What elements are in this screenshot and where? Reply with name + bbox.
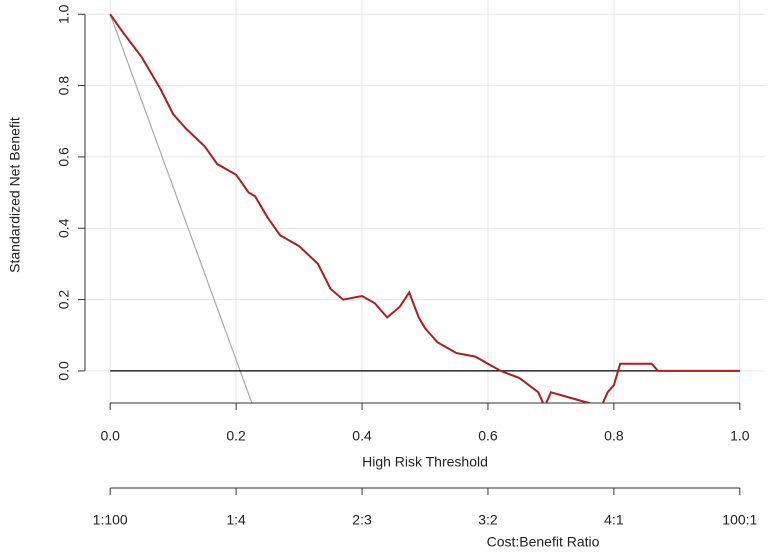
y-tick-label: 0.2 [56,290,72,310]
x2-tick-label: 1:4 [226,512,246,528]
x-tick-label: 0.2 [226,428,246,444]
x-tick-label: 0.4 [352,428,372,444]
x-tick-label: 0.0 [100,428,120,444]
y-tick-label: 0.4 [56,218,72,238]
y-tick-label: 1.0 [56,4,72,24]
y-tick-label: 0.6 [56,147,72,167]
x2-tick-label: 2:3 [352,512,372,528]
x-tick-label: 1.0 [730,428,750,444]
y-tick-label: 0.0 [56,361,72,381]
x-tick-label: 0.6 [478,428,498,444]
y-axis-title: Standardized Net Benefit [7,117,23,273]
x2-tick-label: 4:1 [604,512,624,528]
x2-tick-label: 3:2 [478,512,498,528]
x-tick-label: 0.8 [604,428,624,444]
x-axis-title: High Risk Threshold [362,454,488,470]
x2-tick-label: 100:1 [722,512,757,528]
y-tick-label: 0.8 [56,76,72,96]
series-line [109,13,740,403]
x2-tick-label: 1:100 [93,512,128,528]
plot-area [109,13,740,403]
series-line [109,14,253,403]
x2-axis-title: Cost:Benefit Ratio [487,534,600,550]
grid [85,0,765,403]
